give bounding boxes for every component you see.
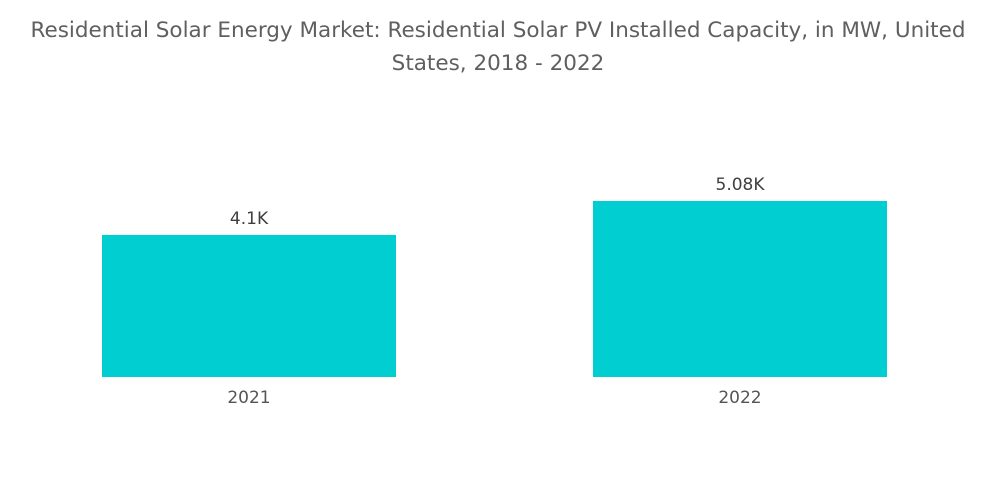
x-tick-label-2022: 2022 <box>718 388 761 408</box>
x-tick-label-2021: 2021 <box>227 388 270 408</box>
data-label-2021: 4.1K <box>230 209 269 229</box>
data-label-2022: 5.08K <box>716 175 766 195</box>
bar-2022 <box>593 201 887 377</box>
chart-title: Residential Solar Energy Market: Residen… <box>30 18 966 76</box>
bar-2021 <box>102 234 396 377</box>
